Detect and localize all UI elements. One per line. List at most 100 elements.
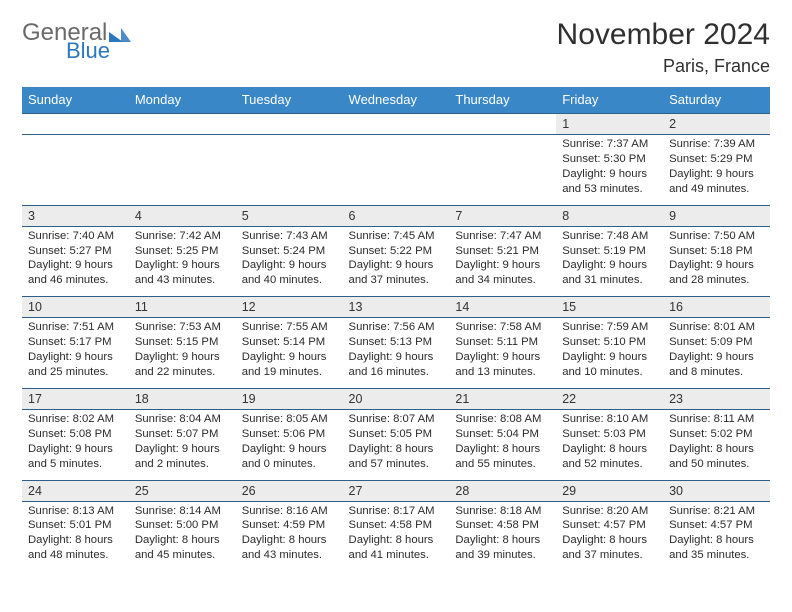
day-number	[129, 114, 236, 120]
day-content	[343, 135, 450, 197]
day-number: 16	[663, 297, 770, 317]
sunset-text: Sunset: 5:25 PM	[135, 244, 230, 259]
day-number: 22	[556, 389, 663, 409]
sunrise-text: Sunrise: 7:51 AM	[28, 320, 123, 335]
sunrise-text: Sunrise: 7:53 AM	[135, 320, 230, 335]
day-number	[236, 114, 343, 120]
day-content: Sunrise: 7:50 AMSunset: 5:18 PMDaylight:…	[663, 227, 770, 297]
day-number: 15	[556, 297, 663, 317]
daylight-text: Daylight: 9 hours and 19 minutes.	[242, 350, 337, 380]
sunrise-text: Sunrise: 7:43 AM	[242, 229, 337, 244]
sunrise-text: Sunrise: 8:20 AM	[562, 504, 657, 519]
sunset-text: Sunset: 5:27 PM	[28, 244, 123, 259]
day-number: 9	[663, 206, 770, 226]
day-number: 5	[236, 206, 343, 226]
day-content: Sunrise: 8:13 AMSunset: 5:01 PMDaylight:…	[22, 502, 129, 572]
daylight-text: Daylight: 8 hours and 43 minutes.	[242, 533, 337, 563]
weekday-header: Wednesday	[343, 87, 450, 114]
daylight-text: Daylight: 9 hours and 28 minutes.	[669, 258, 764, 288]
day-number	[22, 114, 129, 120]
calendar-page: General Blue November 2024 Paris, France…	[0, 0, 792, 571]
daylight-text: Daylight: 9 hours and 10 minutes.	[562, 350, 657, 380]
daylight-text: Daylight: 8 hours and 45 minutes.	[135, 533, 230, 563]
sunset-text: Sunset: 4:57 PM	[562, 518, 657, 533]
sunrise-text: Sunrise: 8:17 AM	[349, 504, 444, 519]
day-content: Sunrise: 7:48 AMSunset: 5:19 PMDaylight:…	[556, 227, 663, 297]
day-content: Sunrise: 8:18 AMSunset: 4:58 PMDaylight:…	[449, 502, 556, 572]
daylight-text: Daylight: 9 hours and 53 minutes.	[562, 167, 657, 197]
sunset-text: Sunset: 5:06 PM	[242, 427, 337, 442]
day-number: 23	[663, 389, 770, 409]
sunrise-text: Sunrise: 7:37 AM	[562, 137, 657, 152]
day-content: Sunrise: 8:14 AMSunset: 5:00 PMDaylight:…	[129, 502, 236, 572]
sunrise-text: Sunrise: 7:40 AM	[28, 229, 123, 244]
sunrise-text: Sunrise: 8:01 AM	[669, 320, 764, 335]
title-block: November 2024 Paris, France	[557, 18, 770, 77]
daynum-row: 12	[22, 114, 770, 135]
day-content	[236, 135, 343, 197]
day-content: Sunrise: 7:53 AMSunset: 5:15 PMDaylight:…	[129, 318, 236, 388]
weekday-header: Sunday	[22, 87, 129, 114]
weekday-header: Thursday	[449, 87, 556, 114]
sunset-text: Sunset: 5:29 PM	[669, 152, 764, 167]
logo: General Blue	[22, 18, 131, 62]
daylight-text: Daylight: 9 hours and 25 minutes.	[28, 350, 123, 380]
sunset-text: Sunset: 5:15 PM	[135, 335, 230, 350]
day-number: 3	[22, 206, 129, 226]
daylight-text: Daylight: 8 hours and 57 minutes.	[349, 442, 444, 472]
location: Paris, France	[557, 56, 770, 77]
sunrise-text: Sunrise: 8:08 AM	[455, 412, 550, 427]
day-number	[343, 114, 450, 120]
day-number: 18	[129, 389, 236, 409]
day-content	[449, 135, 556, 197]
daynum-row: 24252627282930	[22, 480, 770, 501]
sunrise-text: Sunrise: 7:59 AM	[562, 320, 657, 335]
day-content: Sunrise: 8:01 AMSunset: 5:09 PMDaylight:…	[663, 318, 770, 388]
day-content: Sunrise: 7:55 AMSunset: 5:14 PMDaylight:…	[236, 318, 343, 388]
daynum-row: 3456789	[22, 205, 770, 226]
day-content: Sunrise: 7:42 AMSunset: 5:25 PMDaylight:…	[129, 227, 236, 297]
sunset-text: Sunset: 5:11 PM	[455, 335, 550, 350]
daylight-text: Daylight: 8 hours and 39 minutes.	[455, 533, 550, 563]
daylight-text: Daylight: 9 hours and 0 minutes.	[242, 442, 337, 472]
sunset-text: Sunset: 5:18 PM	[669, 244, 764, 259]
daynum-row: 10111213141516	[22, 297, 770, 318]
day-content: Sunrise: 7:47 AMSunset: 5:21 PMDaylight:…	[449, 227, 556, 297]
daylight-text: Daylight: 9 hours and 5 minutes.	[28, 442, 123, 472]
sunrise-text: Sunrise: 7:50 AM	[669, 229, 764, 244]
day-content: Sunrise: 8:17 AMSunset: 4:58 PMDaylight:…	[343, 502, 450, 572]
day-number: 21	[449, 389, 556, 409]
daylight-text: Daylight: 9 hours and 16 minutes.	[349, 350, 444, 380]
sunset-text: Sunset: 5:22 PM	[349, 244, 444, 259]
day-number: 20	[343, 389, 450, 409]
day-content: Sunrise: 8:21 AMSunset: 4:57 PMDaylight:…	[663, 502, 770, 572]
day-content: Sunrise: 7:37 AMSunset: 5:30 PMDaylight:…	[556, 135, 663, 205]
sunrise-text: Sunrise: 8:21 AM	[669, 504, 764, 519]
sunrise-text: Sunrise: 8:05 AM	[242, 412, 337, 427]
sunset-text: Sunset: 5:14 PM	[242, 335, 337, 350]
day-content: Sunrise: 7:40 AMSunset: 5:27 PMDaylight:…	[22, 227, 129, 297]
day-content: Sunrise: 7:43 AMSunset: 5:24 PMDaylight:…	[236, 227, 343, 297]
daylight-text: Daylight: 8 hours and 35 minutes.	[669, 533, 764, 563]
day-number: 14	[449, 297, 556, 317]
sunrise-text: Sunrise: 8:16 AM	[242, 504, 337, 519]
sunrise-text: Sunrise: 7:45 AM	[349, 229, 444, 244]
sunset-text: Sunset: 5:09 PM	[669, 335, 764, 350]
sunset-text: Sunset: 5:00 PM	[135, 518, 230, 533]
sunset-text: Sunset: 5:08 PM	[28, 427, 123, 442]
daylight-text: Daylight: 8 hours and 52 minutes.	[562, 442, 657, 472]
day-content: Sunrise: 7:59 AMSunset: 5:10 PMDaylight:…	[556, 318, 663, 388]
sunset-text: Sunset: 5:02 PM	[669, 427, 764, 442]
sunset-text: Sunset: 5:05 PM	[349, 427, 444, 442]
daynum-row: 17181920212223	[22, 388, 770, 409]
weekday-header: Friday	[556, 87, 663, 114]
daylight-text: Daylight: 8 hours and 55 minutes.	[455, 442, 550, 472]
daylight-text: Daylight: 8 hours and 41 minutes.	[349, 533, 444, 563]
header: General Blue November 2024 Paris, France	[22, 18, 770, 77]
day-number: 8	[556, 206, 663, 226]
sunset-text: Sunset: 5:19 PM	[562, 244, 657, 259]
daylight-text: Daylight: 9 hours and 2 minutes.	[135, 442, 230, 472]
daylight-text: Daylight: 9 hours and 8 minutes.	[669, 350, 764, 380]
content-row: Sunrise: 7:40 AMSunset: 5:27 PM Daylight:…	[22, 226, 770, 297]
sunset-text: Sunset: 5:13 PM	[349, 335, 444, 350]
